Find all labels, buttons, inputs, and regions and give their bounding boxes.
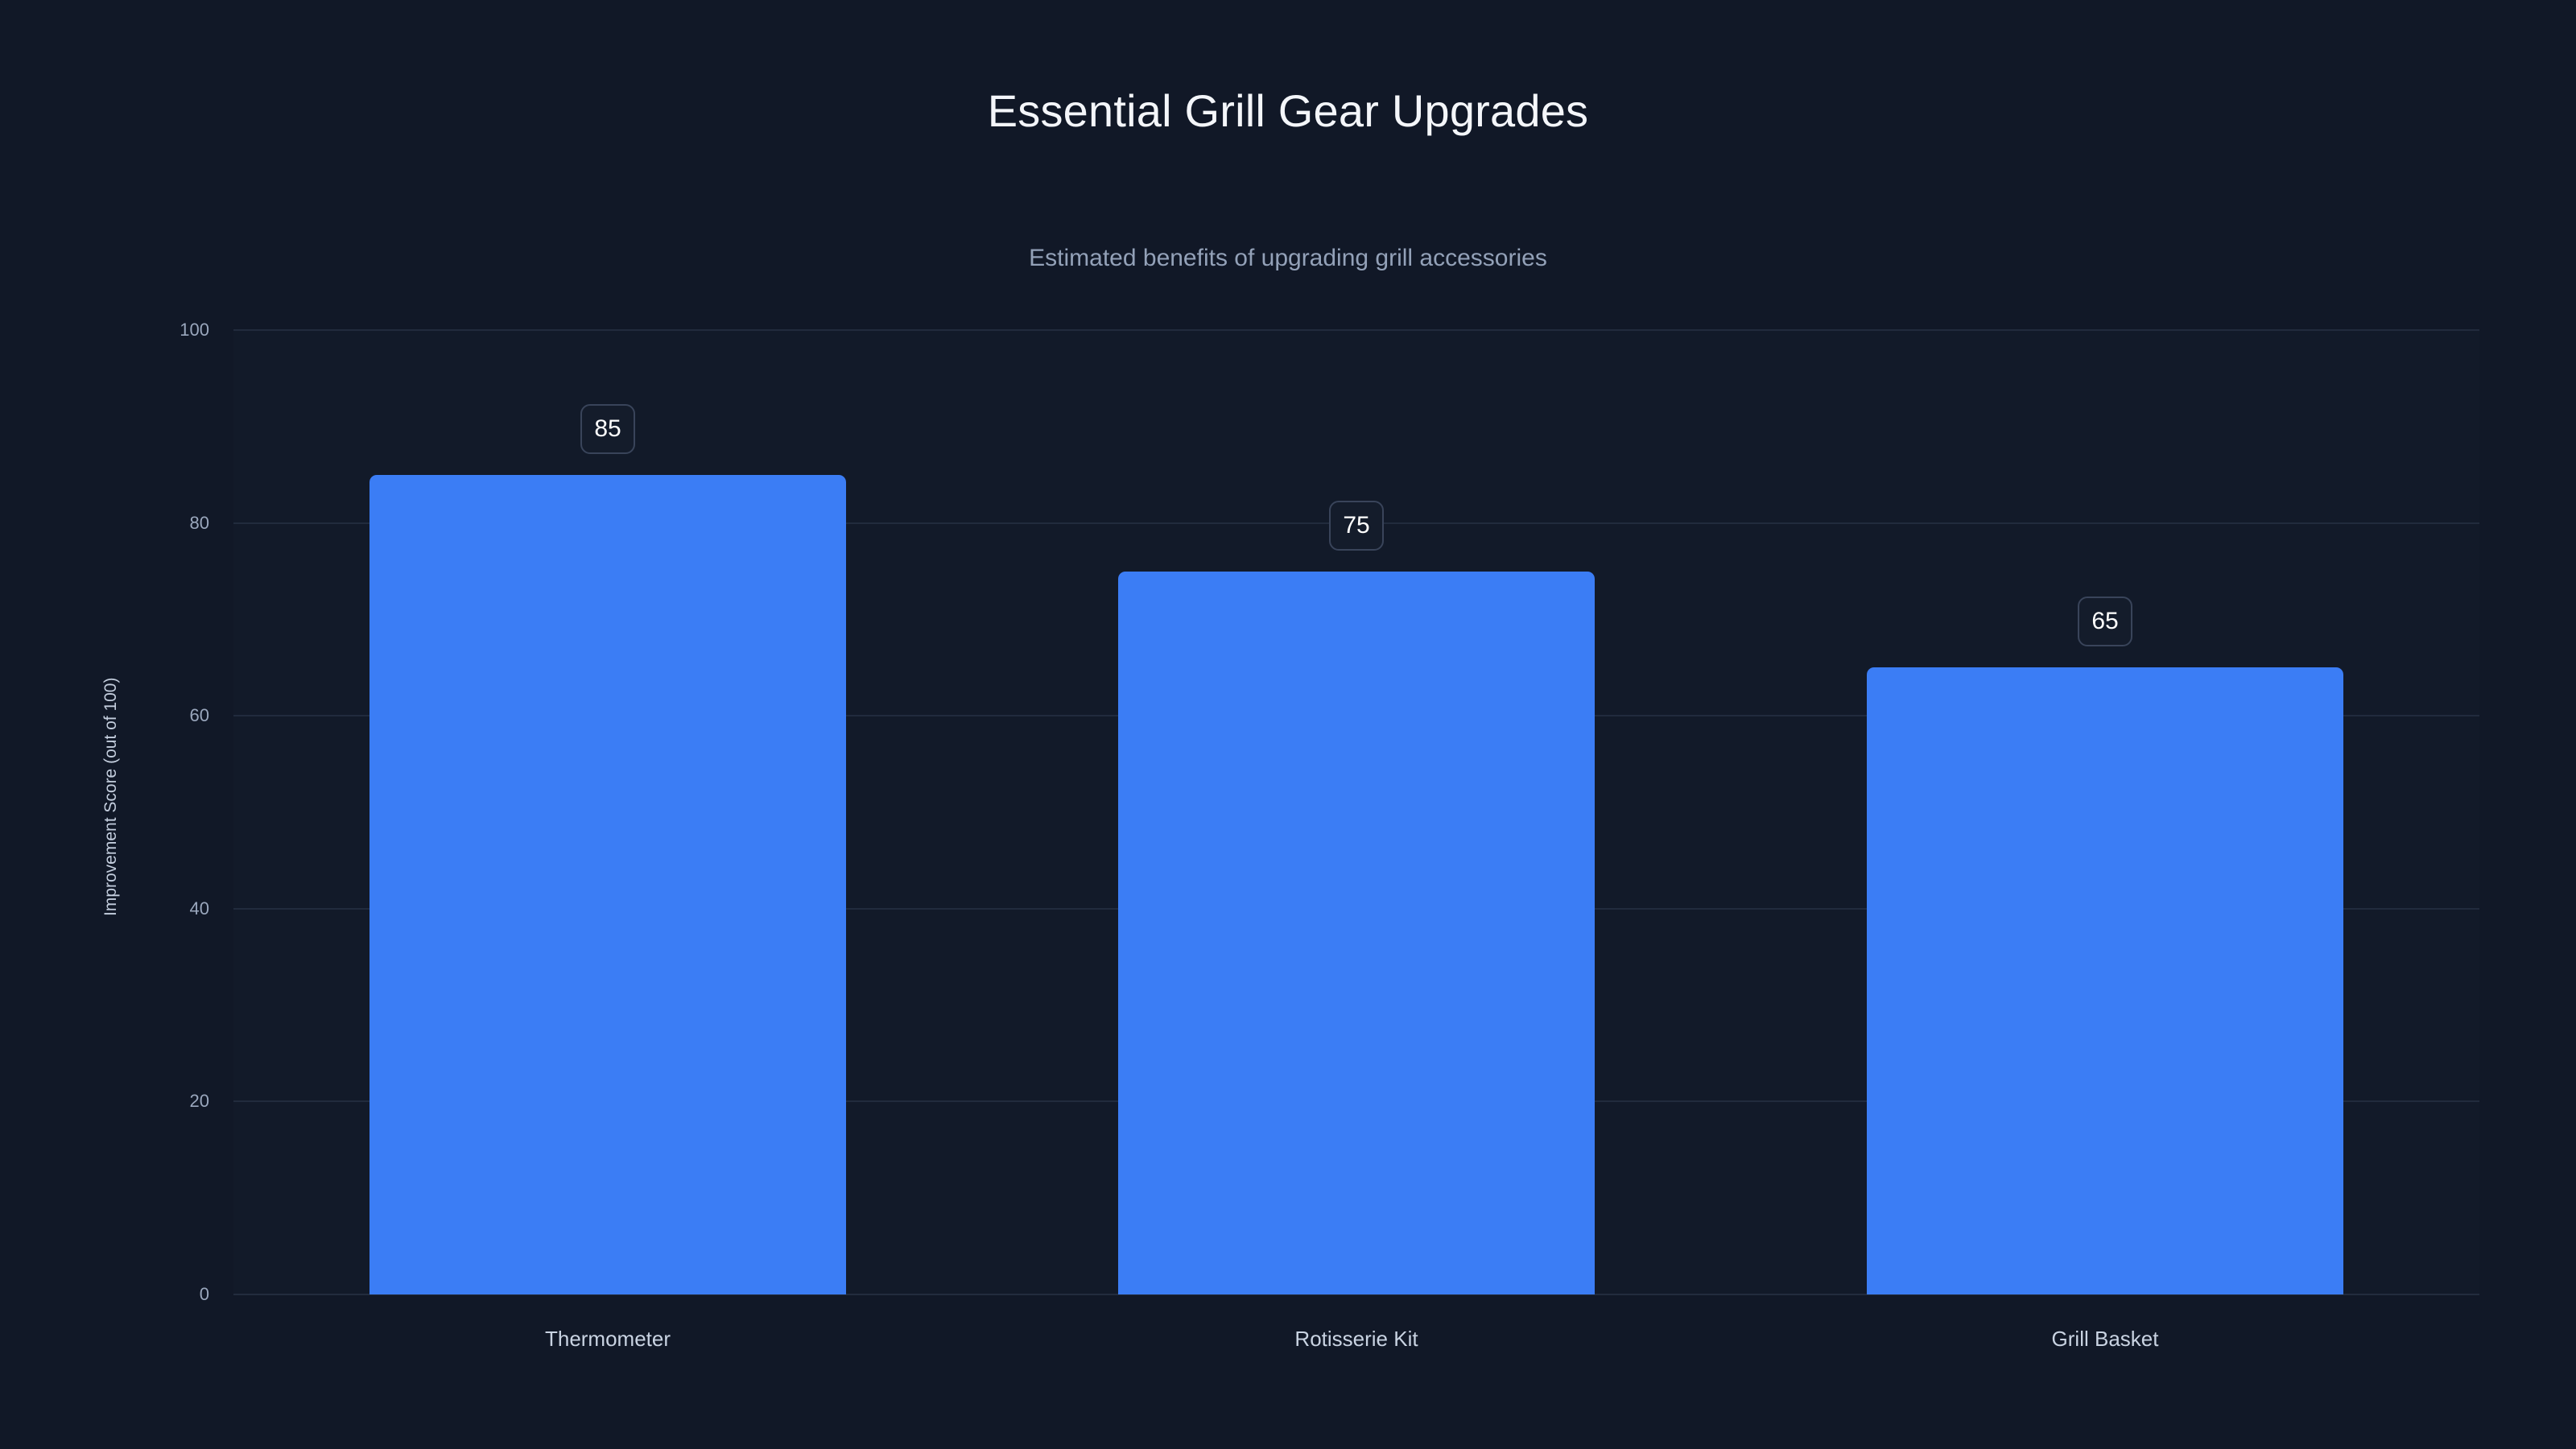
plot-area <box>233 329 2479 1295</box>
gridline <box>233 1294 2479 1295</box>
y-axis-tick-label: 0 <box>199 1284 209 1304</box>
bar-value-label: 85 <box>580 403 635 454</box>
y-axis-tick-label: 20 <box>189 1091 209 1112</box>
gridline <box>233 329 2479 331</box>
bar[interactable] <box>369 474 846 1294</box>
y-axis-tick-label: 100 <box>180 320 209 340</box>
x-axis-category-label: Rotisserie Kit <box>1294 1327 1418 1351</box>
chart-subtitle: Estimated benefits of upgrading grill ac… <box>1029 245 1547 271</box>
bar[interactable] <box>1867 667 2343 1294</box>
bar[interactable] <box>1118 571 1595 1294</box>
y-axis-tick-label: 60 <box>189 705 209 726</box>
x-axis-category-label: Grill Basket <box>2051 1327 2159 1351</box>
y-axis-title: Improvement Score (out of 100) <box>101 677 120 917</box>
bar-value-label: 75 <box>1329 500 1384 551</box>
bar-value-label: 65 <box>2078 597 2132 647</box>
y-axis-tick-label: 40 <box>189 898 209 919</box>
y-axis-tick-label: 80 <box>189 512 209 533</box>
x-axis-category-label: Thermometer <box>544 1327 671 1351</box>
chart-title: Essential Grill Gear Upgrades <box>987 85 1589 136</box>
